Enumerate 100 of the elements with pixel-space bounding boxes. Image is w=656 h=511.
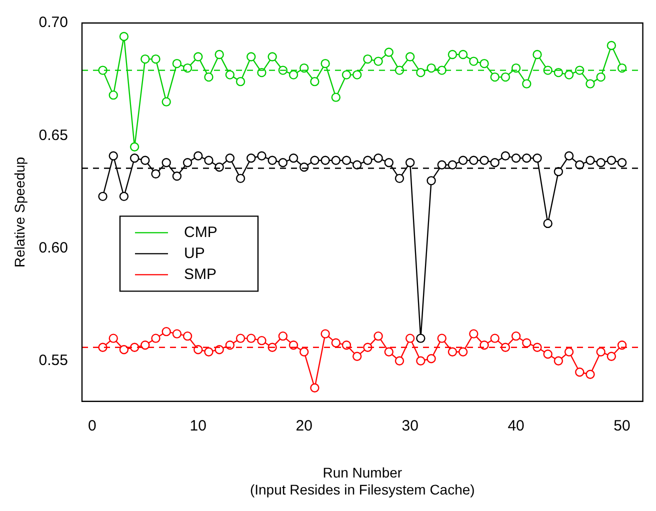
point	[469, 329, 478, 338]
point	[130, 154, 140, 163]
point	[617, 158, 627, 168]
y-axis-title: Relative Speedup	[11, 156, 28, 268]
point	[458, 50, 468, 60]
point	[384, 347, 394, 356]
point	[268, 52, 277, 62]
point	[586, 370, 595, 379]
point	[532, 50, 542, 60]
point	[448, 50, 458, 60]
point	[278, 331, 288, 341]
point	[119, 192, 129, 202]
point	[564, 70, 574, 80]
point	[119, 32, 129, 42]
point	[405, 52, 415, 62]
point	[543, 218, 552, 228]
point	[204, 347, 214, 356]
point	[437, 66, 446, 75]
point	[352, 70, 362, 80]
point	[172, 172, 182, 181]
point	[331, 156, 341, 165]
point	[522, 338, 532, 348]
point	[586, 156, 595, 165]
point	[225, 70, 235, 80]
point	[352, 160, 362, 170]
point	[469, 56, 478, 66]
point	[480, 340, 489, 350]
point	[490, 334, 500, 343]
point	[140, 340, 150, 350]
point	[342, 156, 352, 165]
point	[130, 342, 140, 352]
point	[426, 63, 436, 73]
point	[374, 154, 383, 163]
point	[257, 151, 266, 160]
point	[257, 336, 266, 346]
point	[108, 334, 118, 343]
point	[140, 156, 150, 165]
point	[426, 176, 436, 186]
point	[236, 76, 246, 86]
x-tick-label: 10	[190, 418, 206, 435]
point	[416, 68, 426, 78]
point	[182, 63, 192, 73]
point	[606, 40, 616, 50]
point	[490, 72, 500, 82]
point	[288, 70, 298, 80]
point	[363, 54, 372, 64]
point	[278, 158, 288, 168]
point	[140, 54, 150, 64]
point	[320, 156, 330, 165]
point	[384, 48, 394, 57]
point	[320, 329, 330, 338]
point	[108, 151, 118, 160]
point	[342, 70, 352, 80]
point	[236, 174, 246, 184]
x-tick-label: 50	[614, 418, 630, 435]
point	[151, 54, 160, 64]
point	[500, 72, 510, 82]
point	[331, 338, 341, 348]
point	[405, 334, 415, 343]
y-tick-label: 0.55	[38, 352, 68, 369]
point	[480, 156, 489, 165]
point	[500, 151, 510, 160]
point	[606, 352, 616, 361]
point	[416, 356, 426, 366]
point	[225, 154, 235, 163]
point	[268, 156, 277, 165]
point	[194, 344, 203, 354]
point	[194, 52, 203, 62]
point	[384, 158, 394, 168]
point	[374, 331, 383, 341]
point	[394, 174, 404, 184]
point	[331, 92, 341, 102]
point	[288, 154, 298, 163]
point	[606, 156, 616, 165]
point	[522, 154, 532, 163]
point	[511, 154, 521, 163]
x-axis-title: Run Number (Input Resides in Filesystem Cache)	[250, 464, 475, 498]
point	[522, 79, 532, 88]
point	[151, 169, 160, 179]
point	[98, 192, 108, 202]
legend-label: CMP	[184, 224, 218, 241]
point	[352, 352, 362, 361]
point	[162, 97, 171, 106]
point	[204, 72, 214, 82]
point	[564, 347, 574, 356]
point	[416, 334, 426, 343]
point	[564, 151, 574, 160]
point	[543, 350, 552, 359]
point	[363, 156, 372, 165]
point	[130, 142, 140, 152]
point	[437, 160, 446, 170]
point	[532, 154, 542, 163]
point	[246, 334, 256, 343]
point	[596, 72, 606, 82]
x-tick-label: 40	[508, 418, 524, 435]
point	[98, 342, 108, 352]
point	[108, 90, 118, 100]
point	[162, 326, 171, 336]
point	[246, 154, 256, 163]
point	[586, 79, 595, 88]
